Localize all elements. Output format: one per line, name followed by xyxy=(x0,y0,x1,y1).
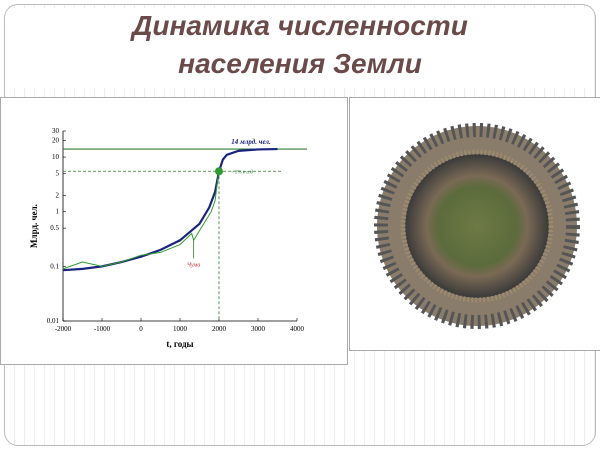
y-tick-label: 30 xyxy=(52,127,60,135)
y-tick-label: 0.1 xyxy=(50,262,59,270)
photo-illustration xyxy=(374,123,580,329)
y-tick-label: 0.5 xyxy=(50,224,59,232)
y-tick-label: 1 xyxy=(56,208,60,216)
event-label: Чума xyxy=(187,262,200,268)
y-tick-label: 10 xyxy=(52,153,60,161)
x-tick-label: 1000 xyxy=(173,325,188,333)
y-tick-label: 0.01 xyxy=(47,317,60,325)
chart-panel: 0.01 0.1 0.5 1 2 5 10 20 30 -2000 -1000 0 1000 2000 30… xyxy=(0,97,348,365)
title-area xyxy=(10,8,590,88)
x-tick-label: -1000 xyxy=(94,325,111,333)
x-tick-label: -2000 xyxy=(55,325,72,333)
y-tick-label: 5 xyxy=(56,170,60,178)
reference-label: 14 млрд. чел. xyxy=(231,138,271,146)
x-tick-label: 2000 xyxy=(212,325,227,333)
x-tick-label: 0 xyxy=(139,325,143,333)
y-tick-label: 2 xyxy=(56,191,60,199)
series-line xyxy=(62,147,278,272)
series-line xyxy=(62,169,220,270)
marker-point xyxy=(215,167,223,176)
slide-title: населения Земли xyxy=(178,48,422,79)
fence xyxy=(400,149,554,303)
x-tick-label: 3000 xyxy=(251,325,266,333)
x-tick-label: 4000 xyxy=(290,325,305,333)
y-axis-label: Млрд. чел. xyxy=(29,204,39,248)
marker-label: ~ 3% в год xyxy=(231,170,254,175)
people xyxy=(374,123,580,329)
slide-title: Динамика численности xyxy=(132,10,468,41)
planet xyxy=(405,154,549,298)
y-tick-label: 20 xyxy=(52,137,60,145)
photo xyxy=(349,97,600,351)
x-axis-label: t, годы xyxy=(166,339,193,349)
chart: 0.01 0.1 0.5 1 2 5 10 20 30 -2000 -1000 0 1000 2000 30… xyxy=(29,127,307,349)
